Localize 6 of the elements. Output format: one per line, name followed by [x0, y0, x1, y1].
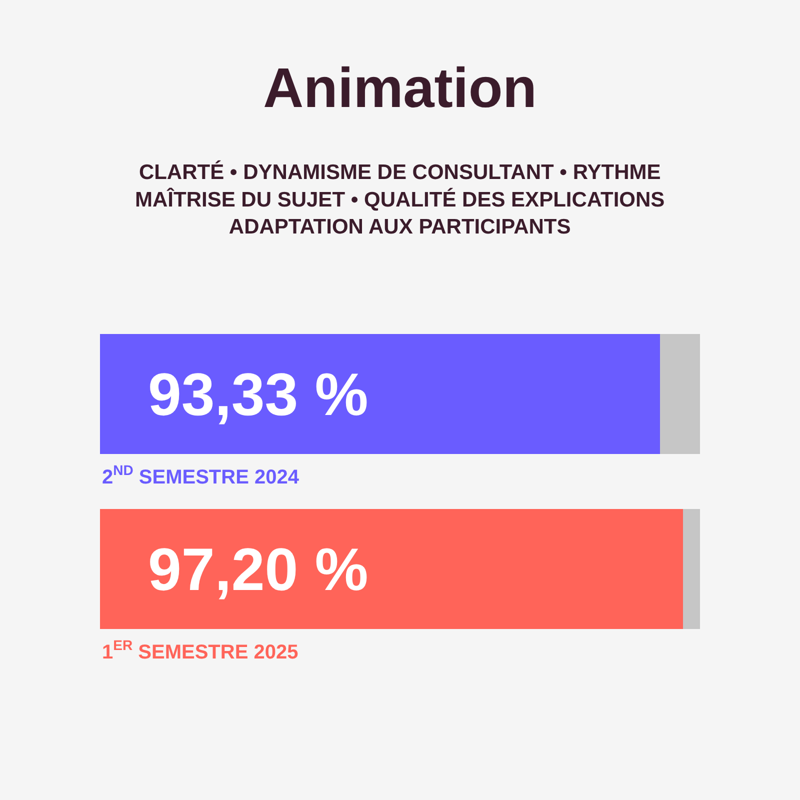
- chart-title: Animation: [263, 56, 537, 120]
- data-label: 93,33 %: [148, 361, 368, 428]
- y-tick-label: 1$^{ER}$ SEMESTRE 2025: [102, 637, 298, 664]
- chart-subtitle: CLARTÉ • DYNAMISME DE CONSULTANT • RYTHME MAÎTRISE DU SUJET • QUALITÉ DES EXPLICATIONS ADAPTATION AUX PARTICIPANTS: [135, 160, 665, 239]
- y-tick-label: 2$^{ND}$ SEMESTRE 2024: [102, 462, 300, 488]
- data-label: 97,20 %: [148, 536, 368, 603]
